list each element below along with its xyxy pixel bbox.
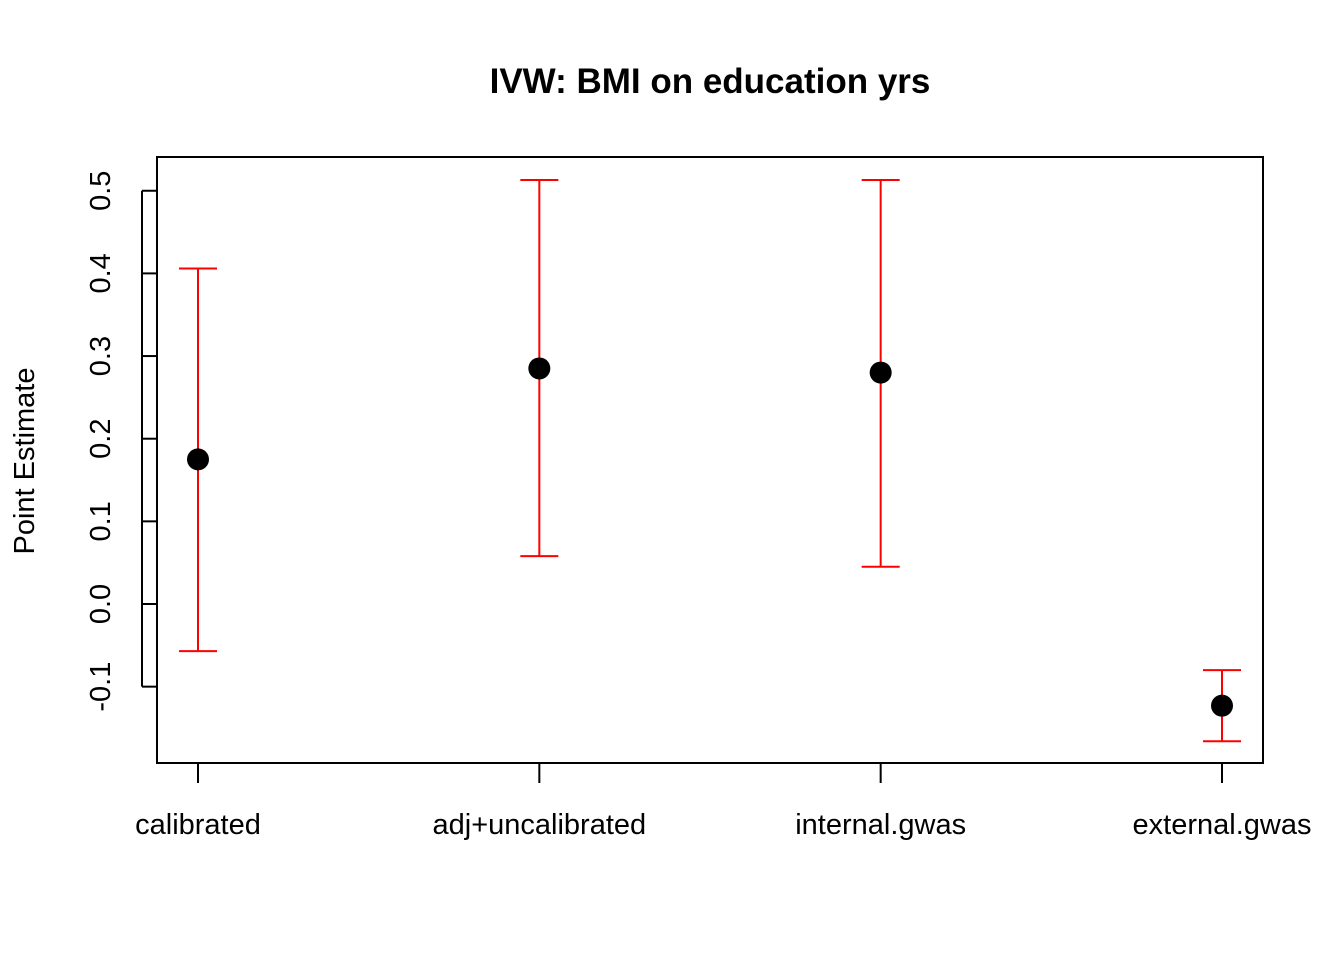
x-tick-label: adj+uncalibrated	[433, 809, 647, 841]
y-tick-label: 0.5	[85, 171, 117, 211]
data-point	[869, 361, 892, 384]
data-point	[528, 357, 551, 380]
x-tick-label: internal.gwas	[795, 809, 966, 841]
data-point	[187, 448, 209, 471]
y-tick-label: 0.3	[85, 336, 117, 376]
data-point	[1211, 694, 1233, 717]
x-tick-label: calibrated	[135, 809, 261, 841]
error-bars	[179, 179, 1241, 743]
y-axis: -0.1 0.0 0.1 0.2 0.3 0.4 0.5	[85, 171, 157, 712]
plot-frame	[156, 156, 1264, 764]
y-tick-label: -0.1	[85, 662, 117, 712]
y-tick-label: 0.0	[85, 584, 117, 624]
y-tick-label: 0.1	[85, 501, 117, 541]
x-tick-label: external.gwas	[1133, 809, 1312, 841]
chart-title: IVW: BMI on education yrs	[490, 62, 931, 101]
y-tick-label: 0.2	[85, 419, 117, 459]
y-tick-label: 0.4	[85, 253, 117, 293]
y-axis-title: Point Estimate	[9, 368, 41, 555]
data-points	[187, 357, 1233, 717]
x-axis: calibrated adj+uncalibrated internal.gwas e…	[135, 762, 1312, 841]
